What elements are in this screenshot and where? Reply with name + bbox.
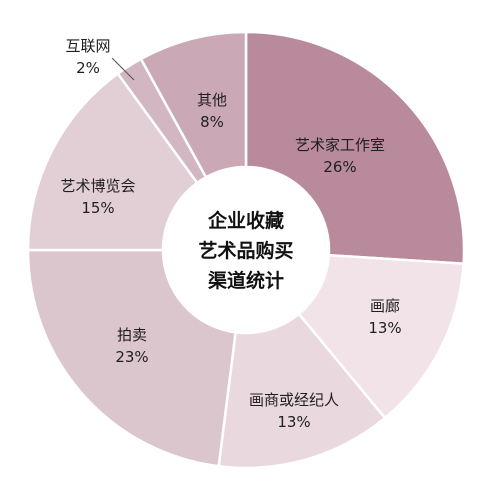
slice-value-label: 26% xyxy=(323,158,356,176)
slice-value-label: 13% xyxy=(277,413,310,431)
slice-name-label: 画商或经纪人 xyxy=(249,391,339,409)
chart-title-line: 艺术品购买 xyxy=(198,239,293,262)
chart-title-line: 企业收藏 xyxy=(207,209,284,232)
slice-value-label: 15% xyxy=(81,199,114,217)
slice-value-label: 23% xyxy=(115,348,148,366)
slice-name-label: 互联网 xyxy=(65,37,110,55)
pie-slice-7 xyxy=(139,30,248,179)
pie-slice-5 xyxy=(26,71,199,252)
slice-value-label: 2% xyxy=(76,59,100,77)
slice-name-label: 画廊 xyxy=(370,297,400,315)
leader-line xyxy=(111,57,135,81)
slice-name-label: 艺术家工作室 xyxy=(295,136,385,154)
pie-slice-2 xyxy=(297,253,465,420)
slice-name-label: 其他 xyxy=(197,91,227,109)
pie-slice-4 xyxy=(26,248,237,468)
slice-value-label: 8% xyxy=(200,113,224,131)
slice-name-label: 艺术博览会 xyxy=(60,177,135,195)
slice-name-label: 拍卖 xyxy=(117,326,147,344)
chart-title-line: 渠道统计 xyxy=(208,269,284,292)
pie-slice-1 xyxy=(244,30,466,266)
slice-value-label: 13% xyxy=(368,319,401,337)
pie-slice-3 xyxy=(217,312,387,470)
